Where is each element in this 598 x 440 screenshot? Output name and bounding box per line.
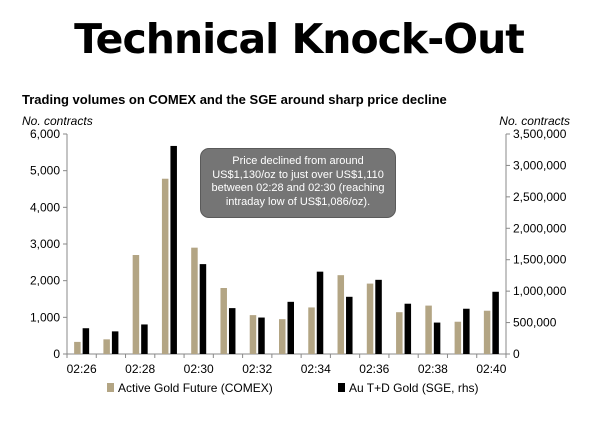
right-tick-label: 1,500,000 — [513, 253, 567, 267]
headline: Technical Knock-Out — [74, 15, 525, 63]
bar-sge — [199, 264, 207, 354]
right-tick-label: 500,000 — [513, 316, 557, 330]
chart-title: Trading volumes on COMEX and the SGE aro… — [22, 92, 447, 107]
bar-comex — [161, 178, 169, 354]
left-tick-label: 4,000 — [30, 200, 60, 214]
x-tick-label: 02:26 — [67, 362, 97, 376]
bar-sge — [170, 145, 177, 354]
bar-comex — [454, 321, 462, 354]
left-tick-label: 0 — [53, 347, 60, 361]
x-tick-label: 02:36 — [359, 362, 389, 376]
bar-comex — [103, 339, 110, 354]
right-axis-unit-label: No. contracts — [499, 114, 570, 128]
legend-swatch-sge — [338, 383, 345, 392]
right-tick-label: 3,000,000 — [513, 158, 567, 172]
bar-comex — [220, 288, 227, 354]
bar-sge — [346, 296, 353, 354]
x-tick-label: 02:38 — [418, 362, 448, 376]
bar-sge — [228, 308, 236, 354]
bar-sge — [111, 331, 119, 354]
bar-sge — [82, 328, 90, 354]
annotation-line-1: Price declined from around — [232, 155, 364, 167]
bar-comex — [396, 312, 403, 354]
annotation-line-2: US$1,130/oz to just over US$1,110 — [212, 168, 384, 181]
bar-comex — [279, 319, 286, 354]
right-tick-label: 2,000,000 — [513, 221, 567, 235]
bar-sge — [375, 279, 382, 354]
annotation-line-4: intraday low of US$1,086/oz). — [225, 195, 371, 208]
bar-sge — [287, 301, 294, 354]
legend-swatch-comex — [107, 383, 114, 392]
legend-label-comex: Active Gold Future (COMEX) — [118, 381, 273, 395]
x-tick-label: 02:32 — [242, 362, 272, 376]
bar-sge — [492, 291, 499, 354]
left-axis-unit-label: No. contracts — [22, 114, 93, 128]
x-tick-label: 02:34 — [301, 362, 331, 376]
right-tick-label: 2,500,000 — [513, 190, 567, 204]
bar-sge — [463, 308, 470, 354]
bar-comex — [366, 283, 374, 354]
left-tick-label: 3,000 — [30, 237, 60, 251]
left-tick-label: 2,000 — [30, 274, 60, 288]
annotation-line-3: between 02:28 and 02:30 (reaching — [211, 182, 385, 194]
left-tick-label: 6,000 — [30, 127, 60, 141]
x-tick-label: 02:28 — [125, 362, 155, 376]
x-tick-label: 02:30 — [184, 362, 214, 376]
bar-comex — [132, 255, 140, 354]
right-tick-label: 0 — [513, 347, 520, 361]
bar-comex — [249, 315, 257, 354]
bar-comex — [191, 247, 198, 354]
bar-sge — [258, 317, 265, 354]
bar-sge — [404, 303, 412, 354]
right-tick-label: 1,000,000 — [513, 284, 567, 298]
x-tick-label: 02:40 — [476, 362, 506, 376]
bar-comex — [337, 275, 345, 354]
bar-sge — [433, 322, 441, 354]
legend-label-sge: Au T+D Gold (SGE, rhs) — [349, 381, 479, 395]
right-tick-label: 3,500,000 — [513, 127, 567, 141]
left-tick-label: 1,000 — [30, 310, 60, 324]
bar-sge — [141, 324, 148, 354]
bar-comex — [425, 305, 432, 354]
bar-sge — [316, 271, 324, 354]
bar-comex — [308, 307, 315, 354]
bar-comex — [74, 341, 81, 354]
bar-comex — [483, 310, 491, 354]
annotation-callout: Price declined from around US$1,130/oz t… — [200, 148, 396, 218]
left-tick-label: 5,000 — [30, 164, 60, 178]
